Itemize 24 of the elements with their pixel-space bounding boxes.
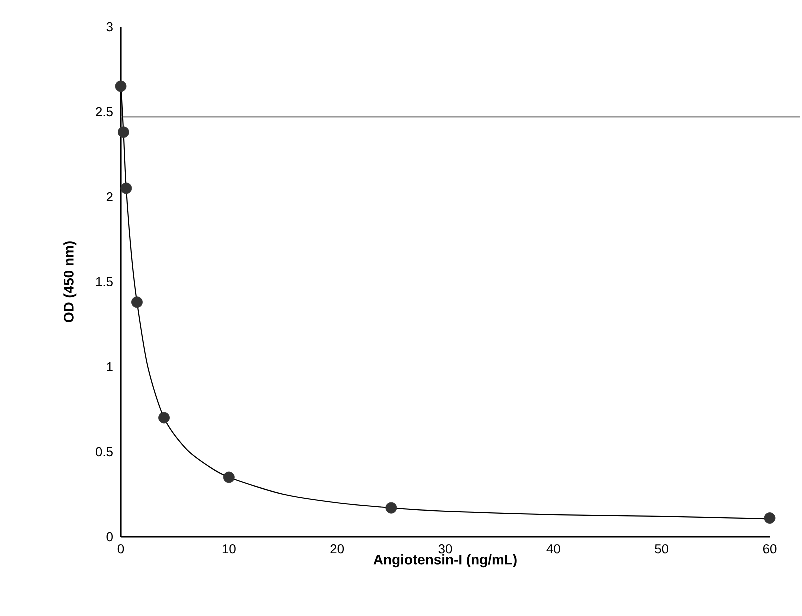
y-tick-label: 1.5	[96, 277, 113, 287]
point	[115, 80, 127, 92]
y-axis-title: OD (450 nm)	[64, 242, 77, 322]
x-tick-label: 40	[546, 544, 560, 554]
point	[158, 412, 170, 424]
x-tick-label: 0	[118, 544, 124, 554]
x-tick-label: 60	[763, 544, 777, 554]
y-tick-label: 1	[107, 362, 113, 372]
point	[120, 182, 132, 194]
y-tick-label: 0	[106, 532, 113, 542]
point	[118, 126, 130, 138]
point	[386, 502, 398, 514]
x-axis-title: Angiotensin-I (ng/mL)	[374, 554, 517, 568]
x-tick-label: 50	[655, 544, 669, 554]
y-tick-label: 2.5	[96, 107, 113, 117]
point	[223, 472, 235, 484]
y-tick-label: 3	[106, 22, 113, 32]
point	[764, 512, 776, 524]
y-tick-label: 0.5	[96, 447, 113, 457]
x-tick-label: 30	[438, 544, 452, 554]
x-tick-label: 10	[222, 544, 236, 554]
x-tick-label: 20	[330, 544, 344, 554]
point	[132, 296, 143, 308]
y-tick-label: 2	[106, 192, 113, 202]
